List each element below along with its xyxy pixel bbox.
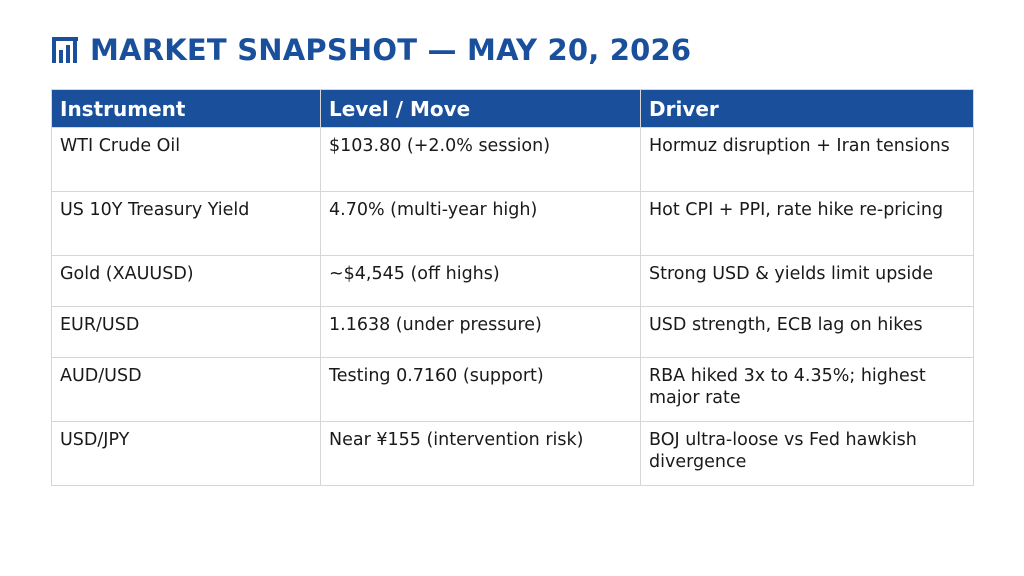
instrument-cell: USD/JPY (51, 421, 321, 486)
table-row: WTI Crude Oil $103.80 (+2.0% session) Ho… (51, 127, 974, 192)
instrument-cell: WTI Crude Oil (51, 127, 321, 192)
level-cell: 4.70% (multi-year high) (320, 191, 641, 256)
title-row: MARKET SNAPSHOT — MAY 20, 2026 (52, 30, 691, 70)
level-cell: Testing 0.7160 (support) (320, 357, 641, 422)
driver-cell: Strong USD & yields limit upside (640, 255, 974, 307)
driver-cell: USD strength, ECB lag on hikes (640, 306, 974, 358)
table-row: USD/JPY Near ¥155 (intervention risk) BO… (51, 421, 974, 486)
table-header-row: Instrument Level / Move Driver (51, 89, 974, 128)
driver-cell: BOJ ultra-loose vs Fed hawkish divergenc… (640, 421, 974, 486)
level-cell: $103.80 (+2.0% session) (320, 127, 641, 192)
driver-cell: RBA hiked 3x to 4.35%; highest major rat… (640, 357, 974, 422)
column-header-instrument: Instrument (51, 89, 321, 128)
table-row: EUR/USD 1.1638 (under pressure) USD stre… (51, 306, 974, 358)
table-row: US 10Y Treasury Yield 4.70% (multi-year … (51, 191, 974, 256)
instrument-cell: Gold (XAUUSD) (51, 255, 321, 307)
table-row: AUD/USD Testing 0.7160 (support) RBA hik… (51, 357, 974, 422)
market-snapshot-table: Instrument Level / Move Driver WTI Crude… (51, 89, 974, 486)
instrument-cell: US 10Y Treasury Yield (51, 191, 321, 256)
driver-cell: Hot CPI + PPI, rate hike re-pricing (640, 191, 974, 256)
page-title: MARKET SNAPSHOT — MAY 20, 2026 (90, 33, 692, 67)
level-cell: Near ¥155 (intervention risk) (320, 421, 641, 486)
bar-chart-icon (52, 37, 78, 63)
column-header-driver: Driver (640, 89, 974, 128)
instrument-cell: EUR/USD (51, 306, 321, 358)
driver-cell: Hormuz disruption + Iran tensions (640, 127, 974, 192)
level-cell: ~$4,545 (off highs) (320, 255, 641, 307)
instrument-cell: AUD/USD (51, 357, 321, 422)
level-cell: 1.1638 (under pressure) (320, 306, 641, 358)
column-header-level-move: Level / Move (320, 89, 641, 128)
table-row: Gold (XAUUSD) ~$4,545 (off highs) Strong… (51, 255, 974, 307)
